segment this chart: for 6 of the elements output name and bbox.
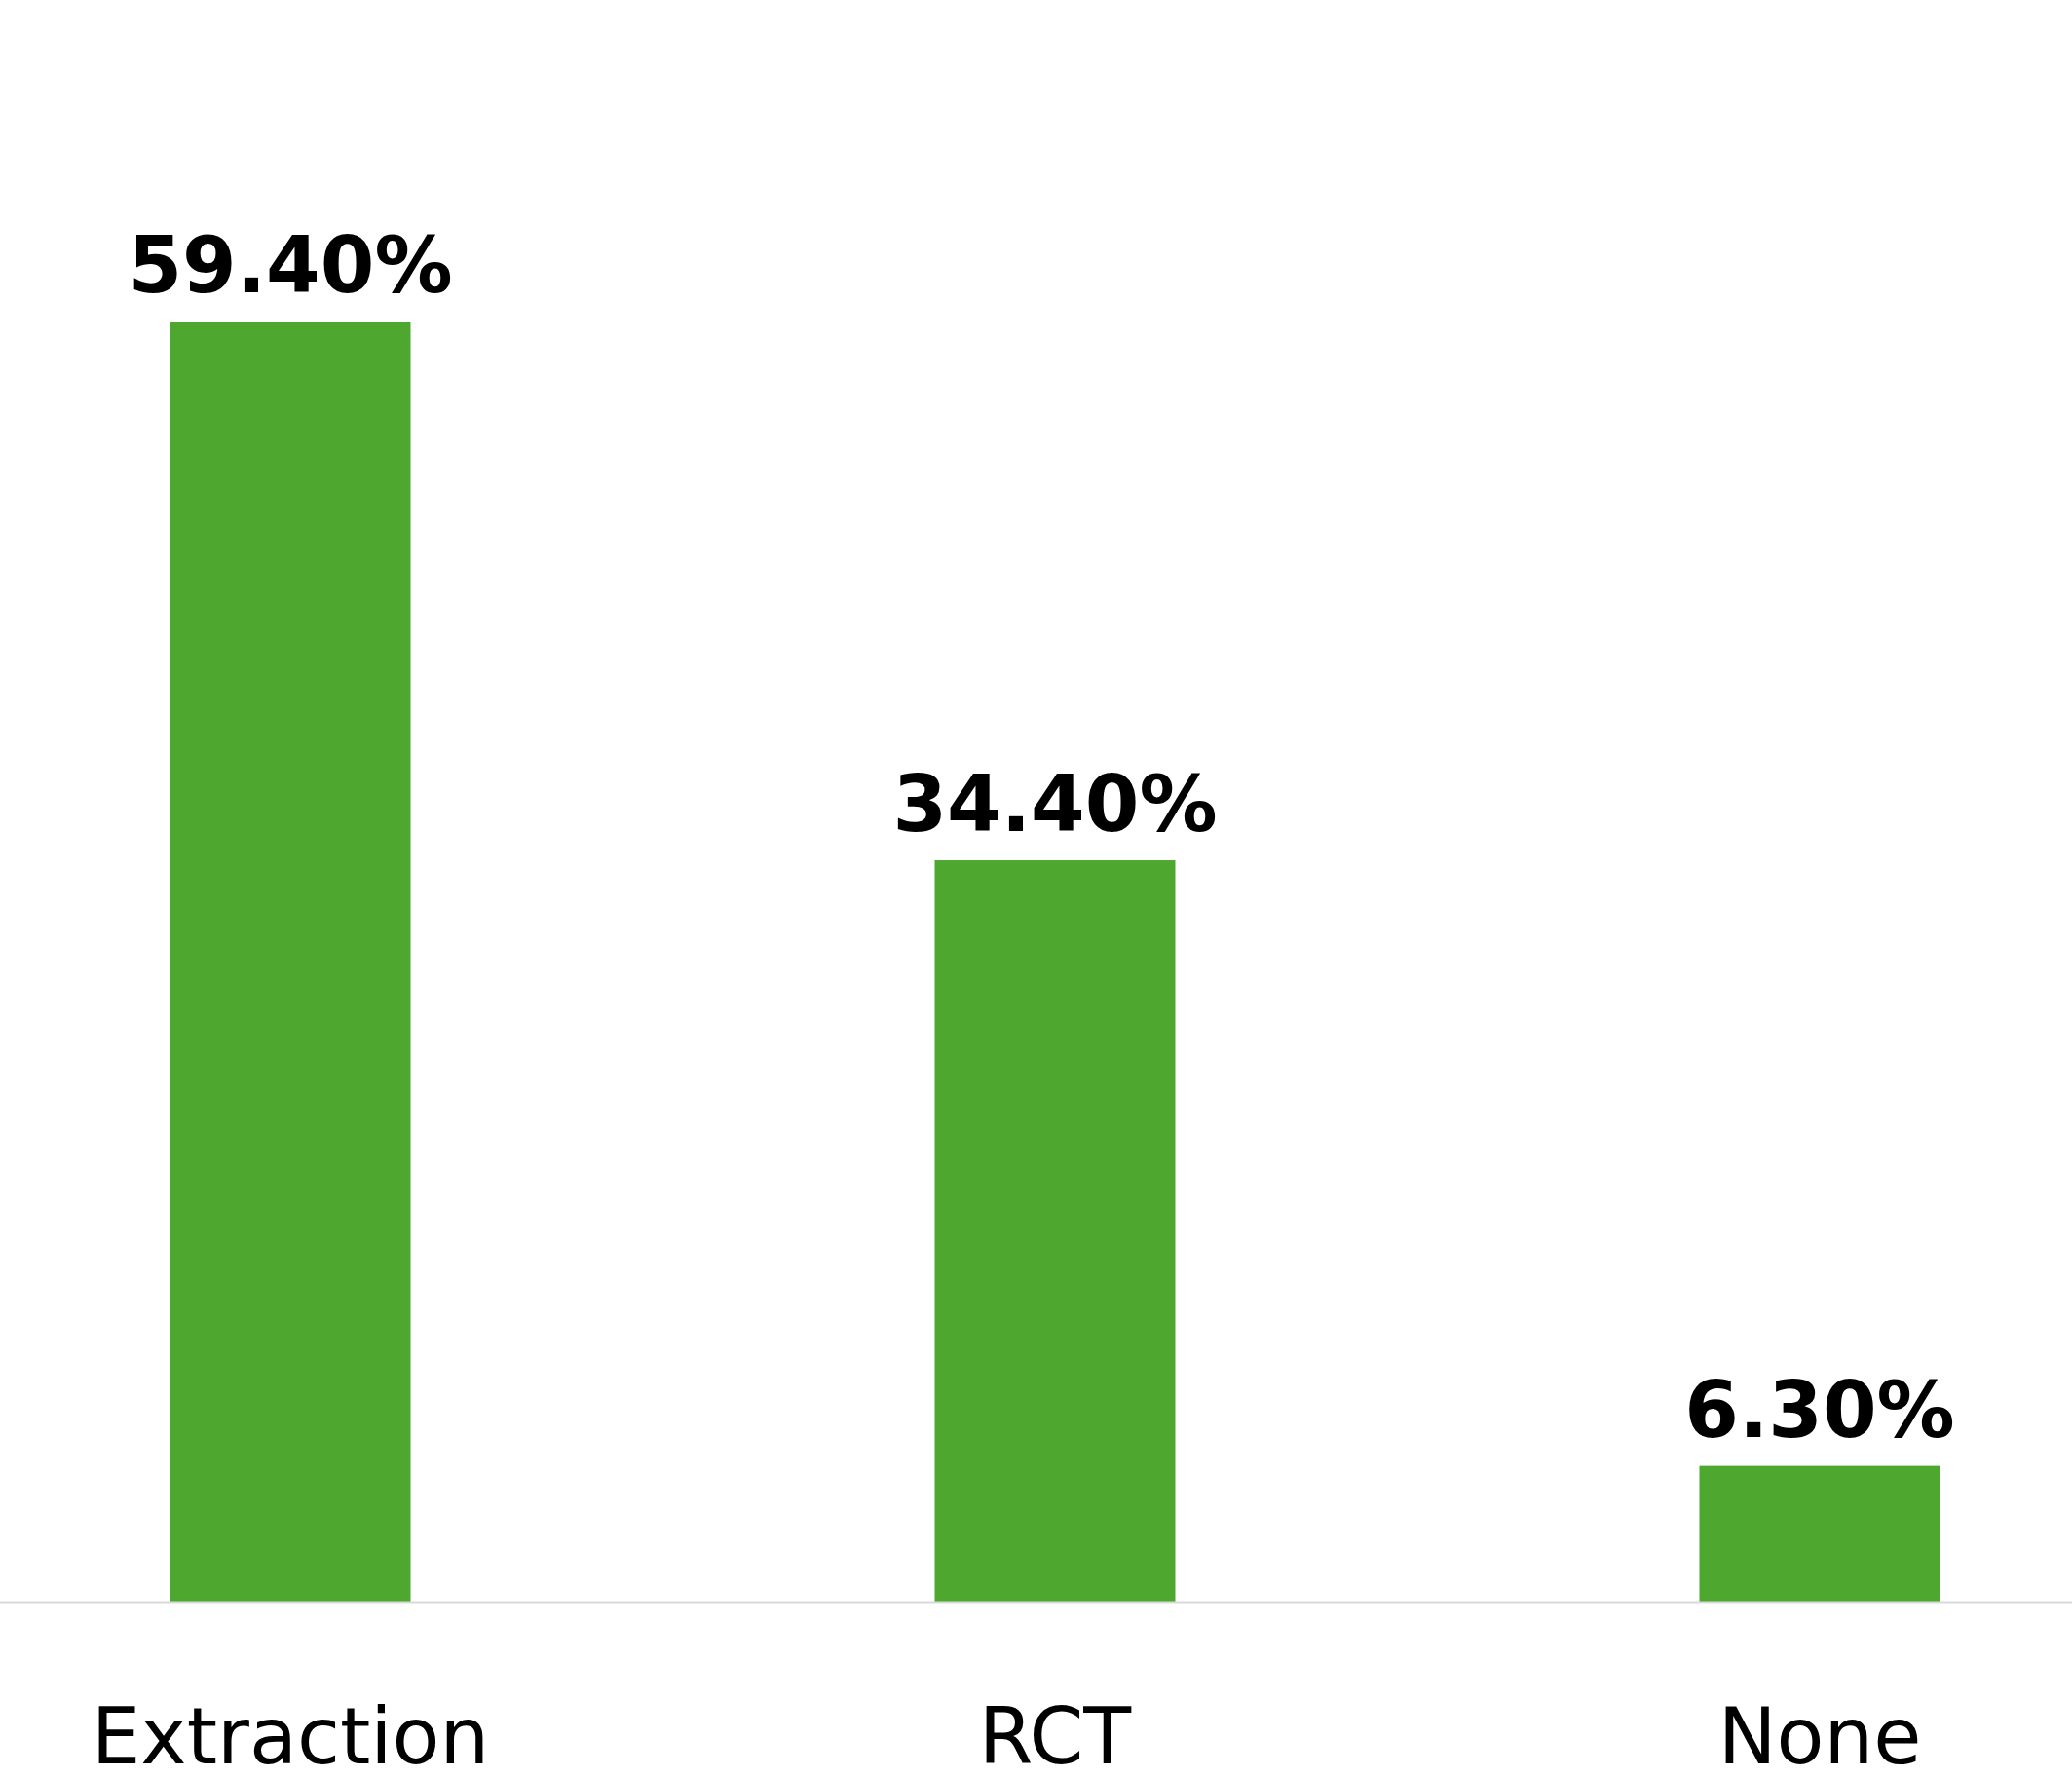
x-tick-label: Extraction (91, 1691, 490, 1778)
data-label: 34.40% (892, 759, 1218, 851)
data-label: 59.40% (128, 220, 453, 311)
data-label: 6.30% (1684, 1364, 1955, 1456)
x-tick-label: None (1717, 1691, 1922, 1778)
x-tick-label: RCT (978, 1691, 1133, 1778)
